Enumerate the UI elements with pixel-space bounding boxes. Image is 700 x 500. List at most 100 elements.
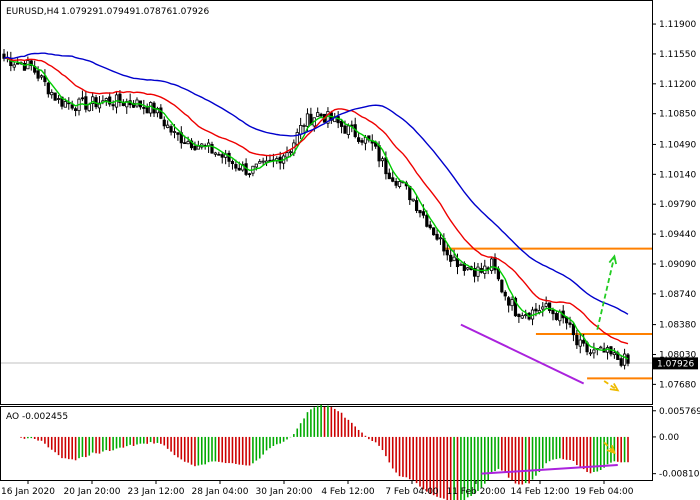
candle: [438, 232, 443, 245]
candle: [582, 333, 586, 347]
candle-body: [513, 297, 518, 317]
candle-body: [237, 167, 241, 171]
y-tick-label: 1.10140: [659, 170, 696, 180]
candle-body: [582, 339, 586, 344]
candle-body: [575, 334, 579, 346]
candle-body: [391, 177, 395, 182]
candle: [50, 89, 54, 99]
candle-body: [108, 96, 112, 105]
axes-layer: 1.11900 1.11550 1.11200 1.10850 1.10490 1.101…: [1, 20, 700, 497]
x-tick-label: 30 Jan 20:00: [256, 487, 313, 497]
candle-body: [418, 210, 422, 214]
candle-body: [588, 352, 593, 355]
candle-body: [571, 323, 576, 336]
main-plot-frame[interactable]: [0, 0, 653, 405]
candle: [592, 342, 596, 359]
candle: [162, 116, 166, 130]
candle: [411, 198, 415, 203]
candle: [16, 58, 20, 65]
candle: [176, 132, 180, 141]
candle-body: [472, 268, 477, 277]
candle-body: [490, 258, 494, 272]
candle: [302, 123, 306, 134]
candle: [217, 151, 221, 156]
candle: [166, 120, 170, 129]
candle-body: [16, 62, 20, 65]
forecast-arrow-head: [609, 382, 620, 392]
candle: [599, 345, 603, 349]
ao-arrow: [603, 441, 616, 455]
candle-body: [162, 119, 166, 127]
candle-body: [46, 82, 50, 95]
x-tick-label: 4 Feb 12:00: [321, 487, 375, 497]
candle: [466, 266, 470, 271]
x-tick-label: 23 Jan 12:00: [128, 487, 185, 497]
candle: [394, 178, 398, 189]
candle: [612, 347, 616, 359]
candle-body: [428, 224, 432, 229]
x-tick-label: 11 Feb 20:00: [446, 487, 505, 497]
candle: [414, 196, 419, 214]
candle-body: [56, 98, 61, 100]
candle-body: [159, 107, 163, 119]
candle-body: [384, 157, 388, 175]
candle-body: [247, 173, 252, 176]
candle: [360, 137, 364, 146]
candle-body: [524, 314, 528, 317]
candle-body: [213, 152, 218, 155]
candle: [261, 157, 265, 166]
candle: [544, 296, 548, 308]
candle-body: [592, 349, 596, 354]
candle-body: [346, 125, 350, 136]
candle-body: [220, 154, 224, 158]
y-tick-label: 1.11200: [659, 80, 696, 90]
candle: [435, 229, 439, 241]
candle-body: [80, 97, 85, 100]
y-tick-label: 1.09090: [659, 260, 696, 270]
candle: [622, 348, 627, 370]
moving-average-line: [3, 52, 629, 315]
candle-body: [432, 227, 436, 236]
candle-body: [70, 104, 74, 109]
candle-body: [234, 164, 238, 169]
candle: [84, 90, 88, 113]
candle: [80, 90, 85, 102]
moving-average-line: [3, 57, 629, 360]
candle: [339, 118, 344, 134]
candle: [524, 309, 528, 319]
candle-body: [449, 254, 453, 262]
candle: [53, 92, 57, 101]
candle: [459, 262, 463, 266]
candle-body: [599, 346, 603, 349]
candle-body: [360, 140, 364, 143]
candle: [517, 313, 521, 323]
candle: [135, 97, 139, 108]
candle-body: [476, 266, 480, 277]
y-tick-label: 1.10850: [659, 110, 696, 120]
candle-body: [445, 249, 449, 256]
candle: [189, 138, 194, 151]
candle-body: [169, 126, 173, 133]
candle-body: [12, 64, 16, 68]
candle-body: [612, 352, 616, 356]
chart-header-low: 1.07876: [135, 7, 172, 17]
ao-arrow-shaft: [603, 441, 616, 454]
candle-body: [210, 144, 214, 154]
candle-body: [230, 161, 235, 165]
candle-body: [285, 152, 289, 158]
forecast-arrow-shaft: [596, 256, 616, 330]
candle: [418, 209, 422, 218]
candle: [472, 262, 477, 283]
candle-body: [91, 96, 95, 104]
candle: [571, 322, 576, 342]
candle-body: [84, 96, 88, 110]
candle-body: [503, 291, 507, 297]
ao-bars-layer: [20, 404, 629, 500]
candle-body: [22, 62, 27, 71]
moving-average-line: [3, 57, 629, 345]
candle: [346, 123, 350, 139]
last-price-label: 1.07926: [657, 359, 694, 369]
main-trendline: [460, 323, 585, 385]
candle: [510, 296, 514, 311]
candle-body: [50, 91, 54, 96]
